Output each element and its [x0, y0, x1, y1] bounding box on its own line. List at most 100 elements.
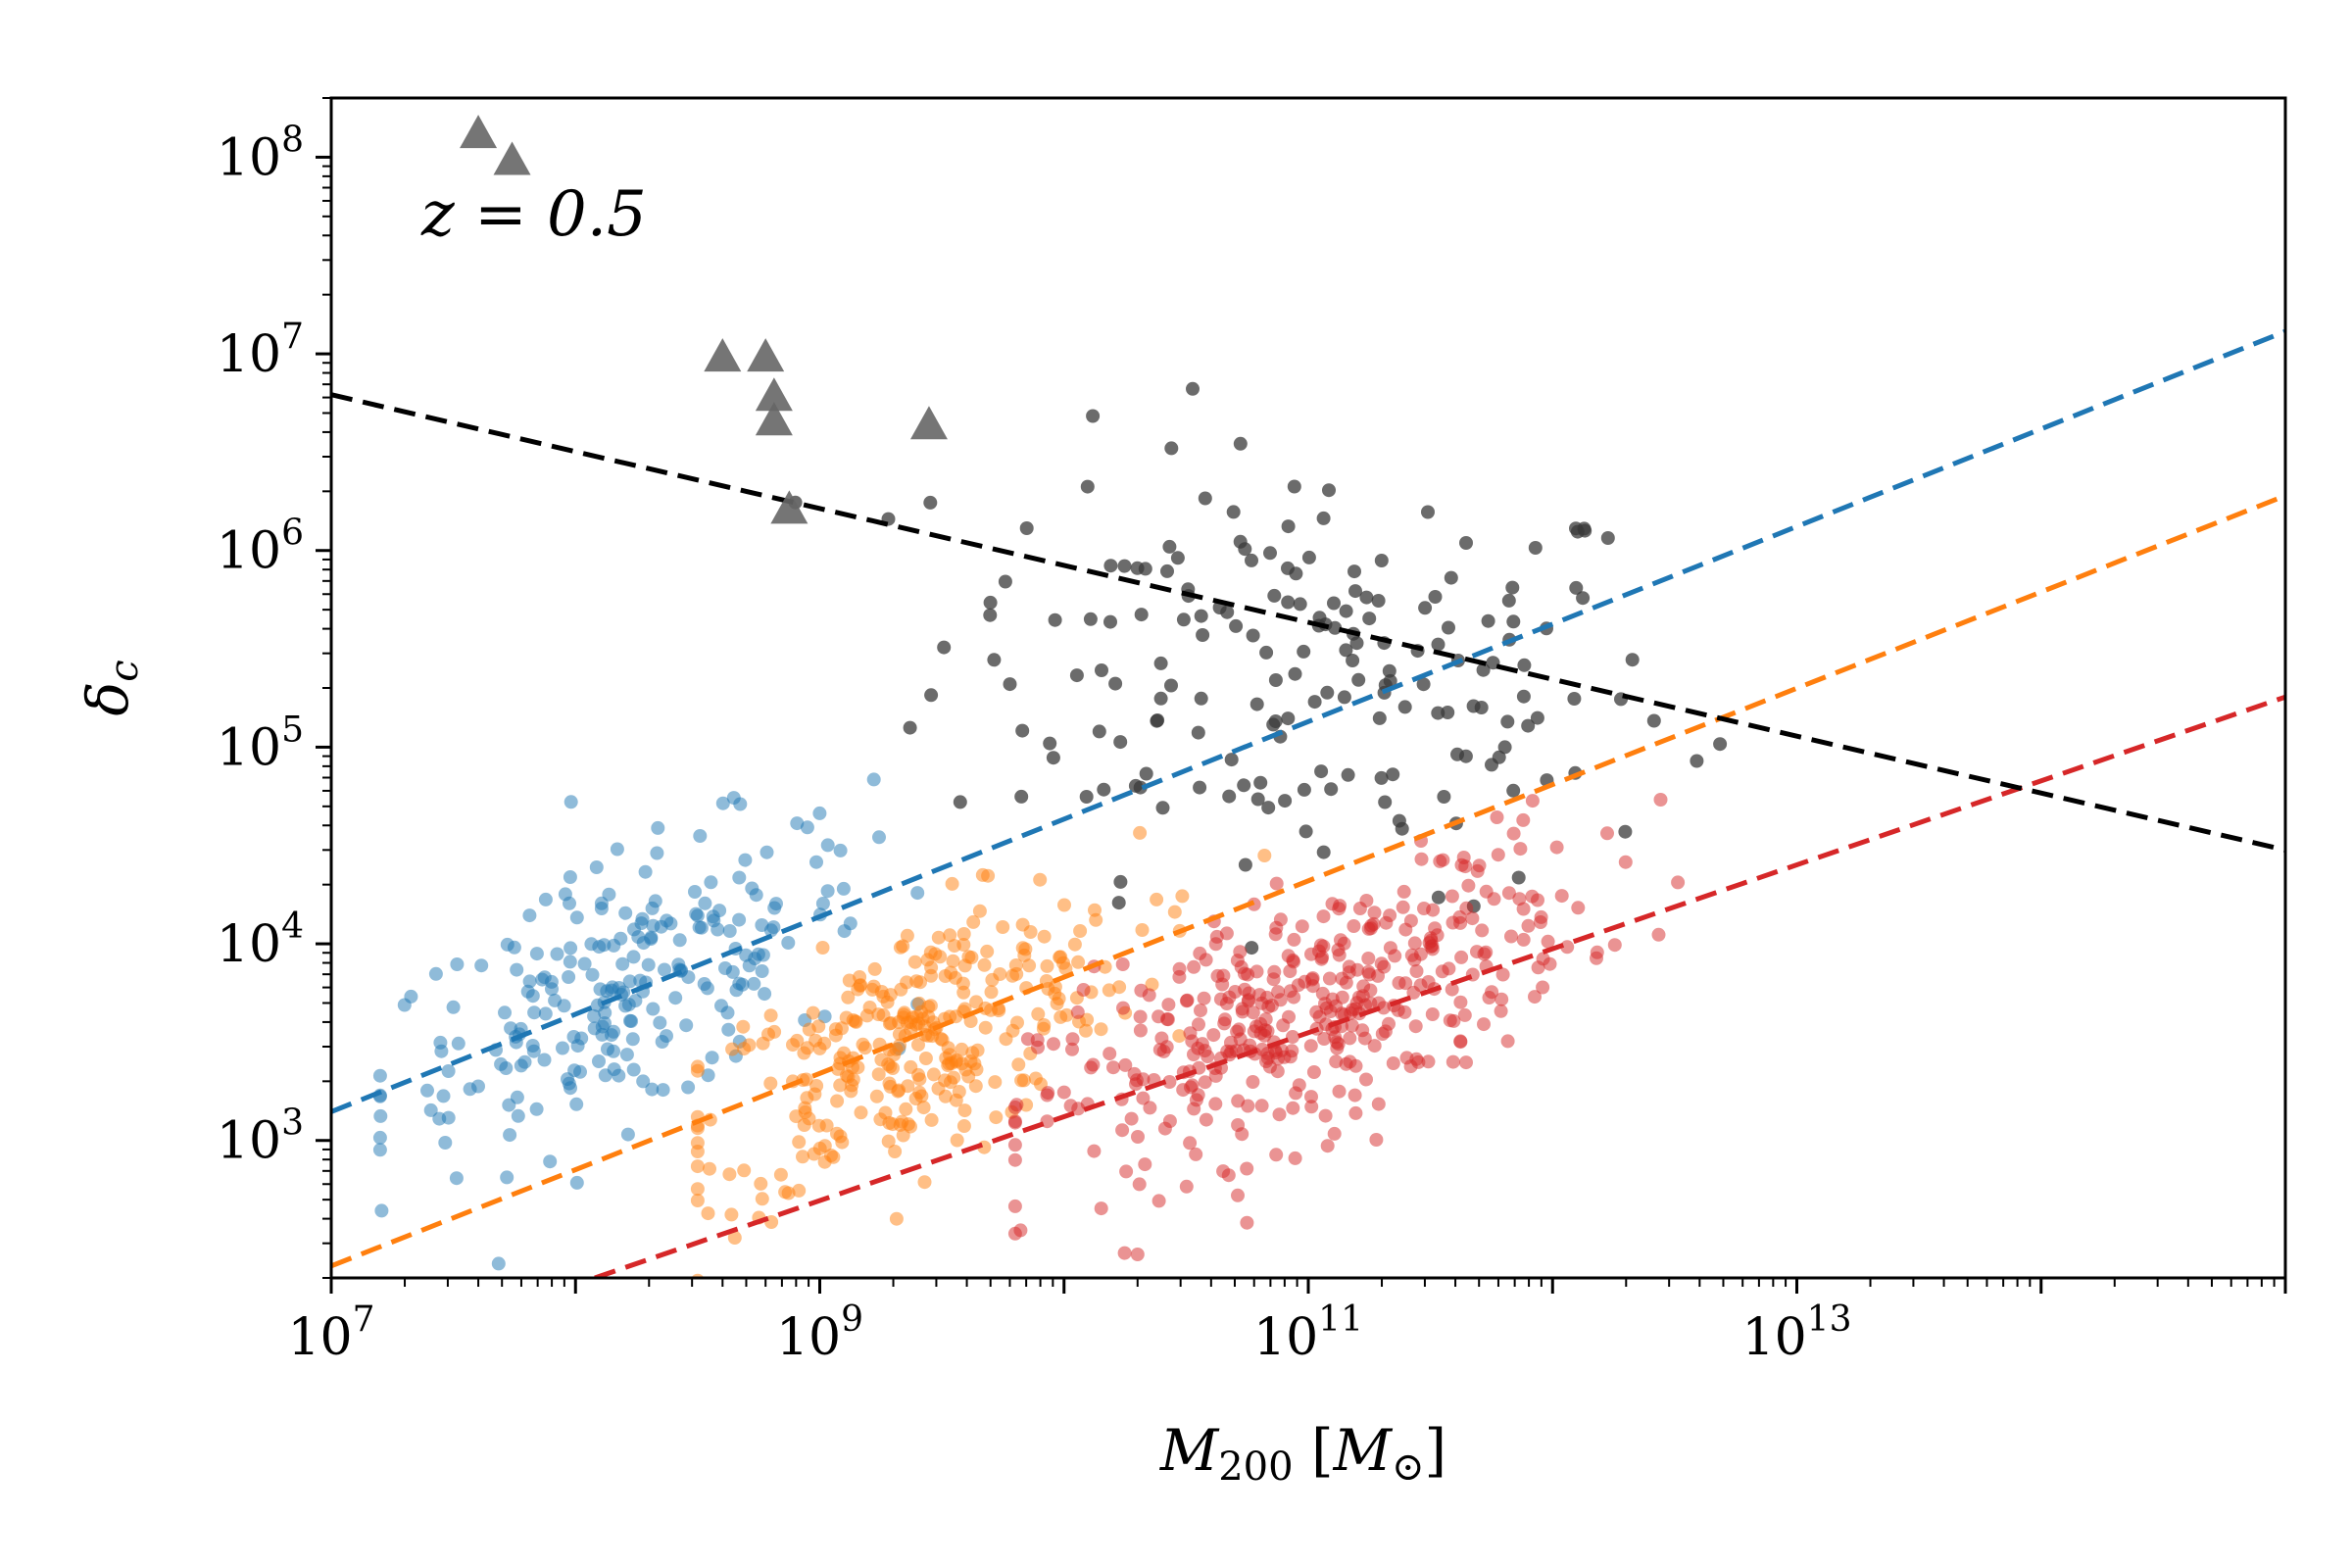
- red-point: [1124, 1111, 1139, 1126]
- red-point: [1157, 1121, 1172, 1136]
- blue-point: [755, 964, 769, 978]
- red-point: [1161, 998, 1176, 1012]
- red-point: [1355, 989, 1370, 1004]
- red-point: [1388, 949, 1402, 963]
- gray-point: [1113, 874, 1128, 889]
- red-point: [1231, 1188, 1245, 1202]
- red-point: [1194, 1004, 1207, 1018]
- red-point: [1246, 1075, 1260, 1089]
- orange-point: [881, 1134, 896, 1149]
- gray-point: [1506, 614, 1521, 629]
- red-point: [1369, 1133, 1384, 1147]
- orange-point: [918, 1052, 933, 1065]
- orange-point: [885, 1117, 900, 1132]
- red-point: [1007, 1199, 1022, 1213]
- red-point: [1383, 908, 1397, 923]
- orange-point: [871, 1067, 886, 1082]
- red-point: [1317, 1032, 1332, 1046]
- orange-point: [984, 985, 999, 1000]
- orange-point: [690, 1059, 705, 1074]
- orange-point: [981, 868, 996, 883]
- red-point: [1267, 964, 1282, 979]
- blue-point: [790, 816, 805, 831]
- red-point: [1343, 1054, 1357, 1069]
- orange-point: [956, 927, 971, 941]
- red-point: [1258, 1023, 1272, 1038]
- blue-point: [688, 885, 702, 899]
- orange-point: [926, 1067, 941, 1082]
- gray-point: [1459, 536, 1473, 550]
- red-point: [1254, 1099, 1269, 1113]
- blue-point: [372, 1130, 387, 1145]
- orange-point: [819, 1118, 834, 1133]
- gray-point: [1530, 710, 1544, 725]
- gray-point: [1176, 612, 1191, 627]
- gray-point: [1289, 566, 1303, 581]
- red-point: [1335, 971, 1349, 986]
- red-point: [1495, 967, 1510, 982]
- gray-point: [1511, 870, 1526, 885]
- blue-point: [658, 962, 671, 977]
- red-point: [1286, 1101, 1300, 1115]
- red-point: [1087, 1144, 1102, 1158]
- blue-point: [653, 1015, 667, 1030]
- gray-point: [1500, 714, 1515, 729]
- blue-point: [866, 772, 881, 787]
- red-point: [1076, 983, 1091, 997]
- red-point: [1348, 1088, 1362, 1102]
- blue-point: [625, 1032, 640, 1047]
- red-point: [1291, 978, 1305, 993]
- blue-point: [747, 976, 761, 991]
- gray-point: [1164, 678, 1178, 693]
- gray-point: [1222, 789, 1237, 804]
- red-point: [1671, 875, 1686, 890]
- gray-point: [1194, 691, 1208, 706]
- orange-point: [1016, 1073, 1031, 1088]
- orange-point: [1031, 1006, 1046, 1021]
- orange-point: [1048, 986, 1062, 1001]
- gray-point: [1442, 620, 1455, 635]
- gray-point: [1245, 941, 1259, 956]
- gray-point: [1278, 794, 1293, 808]
- red-point: [1487, 892, 1501, 906]
- gray-point: [1528, 541, 1543, 555]
- red-point: [1007, 1138, 1022, 1152]
- orange-point: [736, 1019, 751, 1034]
- red-point: [1305, 971, 1320, 986]
- orange-point: [828, 1028, 843, 1043]
- blue-point: [636, 1074, 651, 1089]
- orange-point: [1175, 889, 1190, 904]
- red-point: [1172, 969, 1187, 984]
- gray-point: [1130, 561, 1145, 575]
- triangle-point: [755, 402, 793, 436]
- blue-point: [693, 829, 708, 843]
- red-point: [1118, 1057, 1133, 1072]
- gray-point: [1133, 780, 1148, 795]
- orange-point: [690, 1159, 705, 1174]
- orange-point: [806, 1005, 820, 1020]
- gray-point: [1371, 594, 1386, 608]
- red-point: [1199, 953, 1213, 967]
- gray-point: [1341, 767, 1355, 782]
- gray-point: [1476, 662, 1491, 677]
- red-point: [1453, 995, 1468, 1009]
- blue-point: [526, 1044, 541, 1058]
- gray-point: [1160, 564, 1174, 578]
- red-point: [1187, 959, 1201, 974]
- red-point: [1554, 889, 1569, 904]
- orange-point: [955, 1042, 969, 1056]
- blue-point: [681, 1080, 696, 1095]
- orange-point: [841, 990, 856, 1004]
- triangle-point: [460, 115, 498, 149]
- red-point: [1047, 1037, 1060, 1052]
- gray-point: [1198, 491, 1212, 506]
- red-point: [1332, 1084, 1347, 1099]
- red-point: [1403, 913, 1418, 928]
- orange-point: [1059, 1007, 1074, 1022]
- gray-point: [1713, 737, 1728, 752]
- orange-point: [837, 1046, 852, 1060]
- orange-point: [956, 938, 971, 952]
- orange-point: [1022, 958, 1037, 973]
- orange-point: [956, 1119, 971, 1133]
- blue-point: [569, 1175, 584, 1190]
